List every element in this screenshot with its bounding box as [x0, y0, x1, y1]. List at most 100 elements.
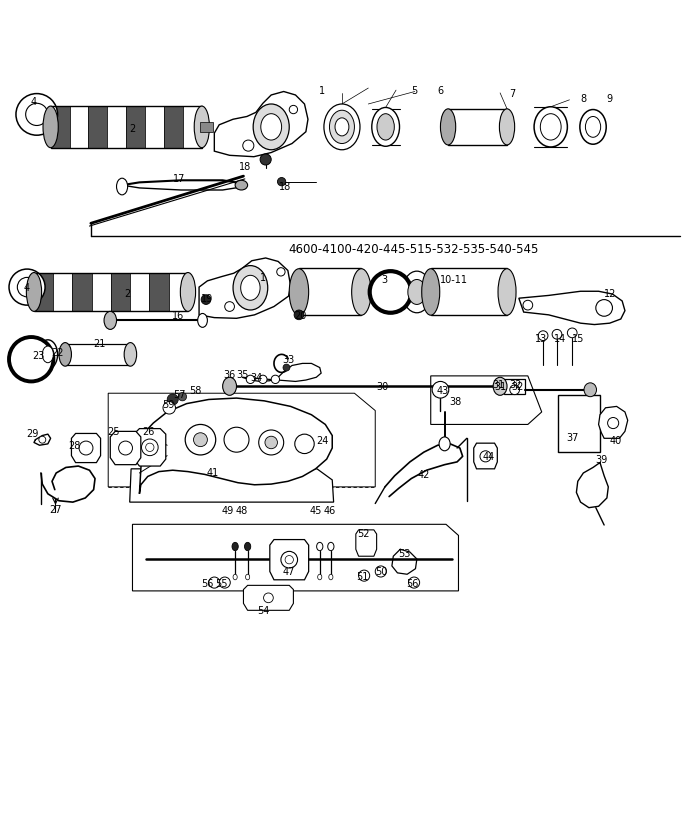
Ellipse shape: [372, 109, 400, 147]
Circle shape: [523, 301, 532, 311]
Text: 36: 36: [224, 370, 236, 380]
Circle shape: [607, 418, 619, 429]
Bar: [145, 107, 164, 149]
Text: 32: 32: [509, 380, 521, 390]
Circle shape: [185, 425, 215, 456]
Circle shape: [277, 178, 286, 186]
Text: 24: 24: [316, 436, 329, 445]
Text: 29: 29: [26, 428, 39, 438]
Text: 17: 17: [173, 174, 185, 184]
Circle shape: [359, 570, 370, 582]
Text: 10‑11: 10‑11: [441, 274, 468, 284]
Bar: [111, 273, 130, 312]
Polygon shape: [140, 399, 332, 494]
Ellipse shape: [534, 108, 567, 148]
Ellipse shape: [43, 107, 58, 149]
Polygon shape: [356, 530, 377, 557]
Text: 1: 1: [260, 273, 266, 283]
Text: 48: 48: [236, 506, 248, 516]
Circle shape: [289, 106, 297, 115]
Circle shape: [480, 451, 491, 462]
Ellipse shape: [124, 344, 137, 367]
Ellipse shape: [352, 269, 371, 316]
Polygon shape: [214, 93, 308, 157]
Text: 19: 19: [201, 293, 213, 303]
Text: 20: 20: [294, 310, 306, 320]
Ellipse shape: [408, 280, 426, 305]
Text: 1: 1: [319, 86, 325, 96]
Circle shape: [16, 94, 58, 136]
Circle shape: [295, 435, 314, 454]
Text: 56: 56: [202, 578, 213, 588]
Bar: [88, 107, 107, 149]
Circle shape: [142, 440, 158, 456]
Text: 39: 39: [595, 455, 607, 465]
Ellipse shape: [233, 574, 237, 580]
Text: 15: 15: [572, 334, 584, 344]
Bar: [299, 269, 361, 315]
Text: 32: 32: [512, 381, 523, 391]
Circle shape: [259, 431, 284, 456]
Circle shape: [193, 433, 207, 447]
Text: 34: 34: [250, 373, 262, 383]
Circle shape: [510, 385, 520, 395]
Bar: [169, 273, 188, 312]
Ellipse shape: [117, 179, 128, 196]
Bar: [183, 107, 202, 149]
Bar: [448, 110, 507, 145]
Text: 4: 4: [24, 283, 30, 293]
Text: 9: 9: [607, 94, 613, 104]
Text: 8: 8: [580, 94, 587, 104]
Bar: [34, 273, 54, 312]
Bar: [149, 273, 169, 312]
Bar: [65, 344, 131, 365]
Circle shape: [146, 444, 154, 452]
Text: 55: 55: [215, 578, 227, 588]
Bar: [70, 107, 88, 149]
Text: 21: 21: [94, 339, 106, 348]
Ellipse shape: [500, 110, 515, 145]
Circle shape: [596, 300, 612, 317]
Circle shape: [283, 364, 290, 371]
Text: 35: 35: [236, 370, 248, 380]
Text: 50: 50: [375, 567, 388, 577]
Polygon shape: [474, 444, 498, 469]
Ellipse shape: [422, 269, 440, 316]
Circle shape: [39, 436, 46, 444]
Ellipse shape: [318, 574, 322, 580]
Text: 53: 53: [398, 548, 411, 558]
Circle shape: [538, 331, 548, 341]
Bar: [505, 380, 525, 395]
Polygon shape: [431, 376, 541, 425]
Circle shape: [224, 428, 249, 452]
Text: 47: 47: [282, 567, 295, 577]
Polygon shape: [72, 434, 101, 463]
Circle shape: [224, 303, 234, 312]
Text: 38: 38: [450, 396, 462, 406]
Circle shape: [208, 578, 220, 589]
Circle shape: [9, 270, 45, 306]
Text: 2: 2: [129, 124, 136, 134]
Ellipse shape: [584, 384, 596, 397]
Ellipse shape: [245, 543, 251, 551]
Ellipse shape: [38, 340, 58, 370]
Ellipse shape: [317, 543, 323, 551]
Polygon shape: [519, 292, 625, 325]
Text: 51: 51: [357, 571, 369, 581]
Ellipse shape: [289, 269, 309, 316]
Text: 42: 42: [418, 470, 430, 480]
Circle shape: [17, 278, 37, 298]
Text: 40: 40: [609, 436, 621, 445]
Circle shape: [178, 393, 186, 401]
Ellipse shape: [540, 115, 561, 141]
Circle shape: [409, 578, 420, 589]
Circle shape: [259, 375, 267, 384]
Text: 2: 2: [124, 288, 131, 298]
Ellipse shape: [26, 273, 42, 312]
Text: 18: 18: [238, 162, 251, 172]
Circle shape: [552, 330, 562, 339]
Text: 54: 54: [256, 605, 269, 615]
Bar: [130, 273, 149, 312]
Circle shape: [285, 556, 293, 564]
Ellipse shape: [402, 272, 432, 314]
